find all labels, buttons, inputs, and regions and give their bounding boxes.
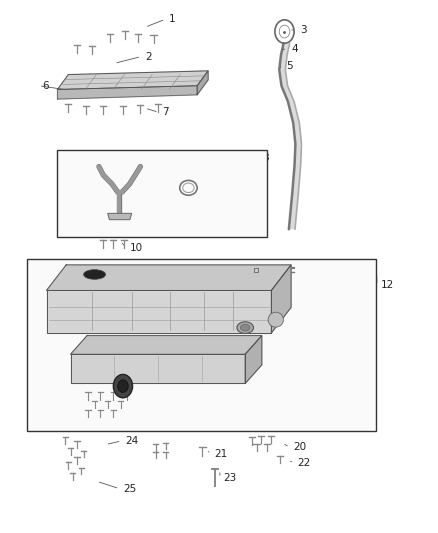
Ellipse shape — [84, 270, 106, 279]
Text: 19: 19 — [182, 395, 195, 406]
Polygon shape — [57, 71, 208, 90]
Bar — [27, 259, 376, 431]
Text: 5: 5 — [287, 61, 293, 70]
Text: 18: 18 — [215, 364, 228, 374]
Text: 15: 15 — [261, 306, 274, 317]
Ellipse shape — [237, 322, 254, 334]
Text: 11: 11 — [319, 267, 333, 277]
Text: 24: 24 — [125, 436, 138, 446]
Ellipse shape — [240, 324, 250, 331]
Polygon shape — [57, 86, 197, 99]
Text: 12: 12 — [381, 280, 394, 290]
Polygon shape — [46, 265, 291, 290]
Polygon shape — [108, 213, 132, 220]
Text: 3: 3 — [300, 25, 307, 35]
Text: 22: 22 — [297, 458, 311, 468]
Text: 4: 4 — [291, 44, 298, 53]
Text: 10: 10 — [130, 243, 143, 253]
Text: 1: 1 — [169, 14, 175, 25]
Circle shape — [118, 379, 128, 392]
Text: 9: 9 — [210, 174, 217, 184]
Polygon shape — [46, 290, 272, 333]
Polygon shape — [71, 354, 245, 383]
Text: 20: 20 — [293, 442, 306, 452]
Text: 6: 6 — [42, 81, 49, 91]
Text: 13: 13 — [119, 298, 132, 309]
Text: 16: 16 — [250, 324, 263, 334]
Text: 17: 17 — [223, 352, 237, 362]
Circle shape — [113, 374, 133, 398]
Text: 25: 25 — [123, 484, 136, 494]
Text: 8: 8 — [263, 152, 269, 163]
Ellipse shape — [268, 312, 283, 327]
Text: 2: 2 — [145, 52, 152, 61]
Polygon shape — [245, 336, 262, 383]
Polygon shape — [197, 71, 208, 95]
Polygon shape — [272, 265, 291, 333]
Text: 23: 23 — [223, 473, 237, 483]
Bar — [57, 150, 267, 237]
Text: 7: 7 — [162, 107, 169, 117]
Text: 14: 14 — [247, 296, 261, 306]
Polygon shape — [71, 336, 262, 354]
Text: 21: 21 — [215, 449, 228, 458]
Polygon shape — [279, 43, 301, 229]
